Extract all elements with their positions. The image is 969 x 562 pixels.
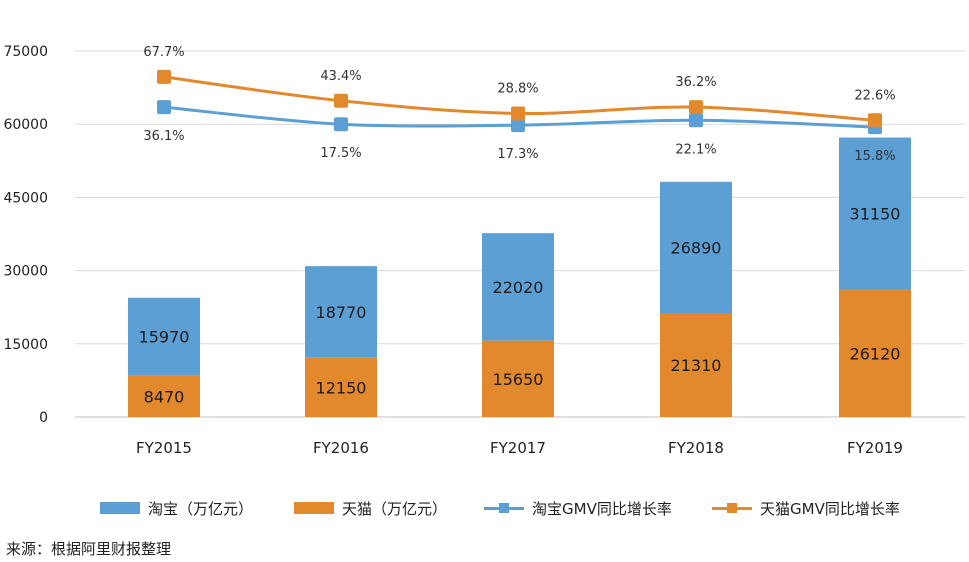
growth-label-taobao: 36.1% bbox=[143, 129, 184, 144]
legend-item-tmall-growth: 天猫GMV同比增长率 bbox=[712, 494, 900, 522]
data-label-taobao: 15970 bbox=[139, 328, 190, 347]
x-tick-label: FY2015 bbox=[136, 439, 192, 457]
x-axis: FY2015 FY2016 FY2017 FY2018 FY2019 bbox=[136, 439, 903, 457]
growth-label-tmall: 67.7% bbox=[143, 45, 184, 60]
x-tick-label: FY2017 bbox=[490, 439, 546, 457]
growth-label-taobao: 17.3% bbox=[497, 147, 538, 162]
data-label-tmall: 12150 bbox=[316, 378, 367, 397]
growth-marker-taobao bbox=[689, 113, 703, 128]
y-tick-label: 15000 bbox=[3, 337, 48, 353]
growth-marker-tmall bbox=[157, 69, 171, 84]
data-label-taobao: 18770 bbox=[316, 303, 367, 322]
x-tick-label: FY2019 bbox=[847, 439, 903, 457]
bar-tmall bbox=[128, 375, 200, 417]
growth-marker-tmall bbox=[334, 93, 348, 108]
legend-item-taobao: 淘宝（万亿元） bbox=[100, 494, 253, 522]
bar-taobao bbox=[482, 233, 554, 341]
bar-tmall bbox=[660, 313, 732, 417]
growth-label-taobao: 15.8% bbox=[854, 149, 895, 164]
bar-tmall bbox=[305, 357, 377, 417]
legend-swatch-taobao bbox=[100, 502, 140, 514]
y-tick-label: 60000 bbox=[3, 117, 48, 133]
bars: 8470 15970 12150 18770 15650 22020 21310 26890 2… bbox=[128, 137, 911, 417]
x-tick-label: FY2018 bbox=[668, 439, 724, 457]
growth-lines: 36.1% 17.5% 17.3% 22.1% 15.8% 67.7% 43.4% 28.8%… bbox=[143, 45, 895, 164]
growth-label-tmall: 36.2% bbox=[675, 75, 716, 90]
legend-label-taobao: 淘宝（万亿元） bbox=[148, 499, 254, 518]
bar-taobao bbox=[839, 137, 911, 290]
bar-tmall bbox=[482, 340, 554, 417]
source-note: 来源：根据阿里财报整理 bbox=[6, 540, 172, 558]
data-label-taobao: 22020 bbox=[493, 278, 544, 297]
data-label-tmall: 26120 bbox=[850, 344, 901, 363]
growth-marker-taobao bbox=[157, 100, 171, 115]
growth-label-tmall: 22.6% bbox=[854, 88, 895, 103]
legend-line-tmall-growth bbox=[712, 502, 752, 514]
data-label-tmall: 8470 bbox=[144, 387, 185, 406]
y-tick-label: 30000 bbox=[3, 264, 48, 280]
legend-item-tmall: 天猫（万亿元） bbox=[294, 494, 447, 522]
growth-marker-tmall bbox=[868, 113, 882, 128]
y-tick-label: 75000 bbox=[3, 44, 48, 60]
x-tick-label: FY2016 bbox=[313, 439, 369, 457]
bar-taobao bbox=[128, 297, 200, 376]
bar-taobao bbox=[305, 266, 377, 358]
growth-marker-taobao bbox=[334, 117, 348, 132]
growth-label-taobao: 22.1% bbox=[675, 142, 716, 157]
legend-line-taobao-growth bbox=[484, 502, 524, 514]
growth-marker-taobao bbox=[511, 118, 525, 133]
data-label-taobao: 26890 bbox=[671, 238, 722, 257]
legend-label-tmall: 天猫（万亿元） bbox=[342, 499, 448, 518]
growth-label-tmall: 28.8% bbox=[497, 81, 538, 96]
legend: 淘宝（万亿元） 天猫（万亿元） 淘宝GMV同比增长率 天猫GMV同比增长率 bbox=[0, 494, 969, 522]
bar-taobao bbox=[660, 181, 732, 314]
growth-marker-tmall bbox=[689, 100, 703, 115]
legend-label-tmall-growth: 天猫GMV同比增长率 bbox=[760, 499, 900, 518]
data-label-taobao: 31150 bbox=[850, 205, 901, 224]
y-axis: 0 15000 30000 45000 60000 75000 bbox=[3, 44, 48, 426]
legend-item-taobao-growth: 淘宝GMV同比增长率 bbox=[484, 494, 672, 522]
legend-label-taobao-growth: 淘宝GMV同比增长率 bbox=[532, 499, 672, 518]
bar-tmall bbox=[839, 289, 911, 417]
y-tick-label: 0 bbox=[39, 410, 48, 426]
legend-swatch-tmall bbox=[294, 502, 334, 514]
y-tick-label: 45000 bbox=[3, 190, 48, 206]
data-label-tmall: 21310 bbox=[671, 356, 722, 375]
growth-label-tmall: 43.4% bbox=[320, 69, 361, 84]
data-label-tmall: 15650 bbox=[493, 370, 544, 389]
growth-label-taobao: 17.5% bbox=[320, 146, 361, 161]
growth-marker-tmall bbox=[511, 106, 525, 121]
